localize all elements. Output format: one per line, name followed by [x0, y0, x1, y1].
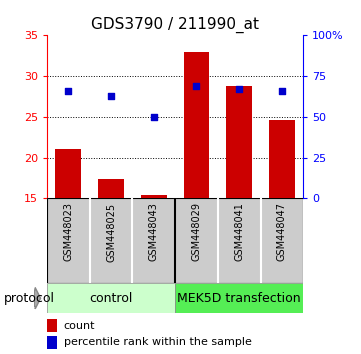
Text: protocol: protocol	[4, 292, 55, 305]
Text: GSM448023: GSM448023	[63, 202, 73, 262]
Text: GSM448041: GSM448041	[234, 202, 244, 261]
Title: GDS3790 / 211990_at: GDS3790 / 211990_at	[91, 16, 259, 33]
Bar	[269, 120, 295, 198]
Bar	[47, 319, 57, 332]
Text: GSM448025: GSM448025	[106, 202, 116, 262]
Bar	[98, 179, 124, 198]
Point	[236, 86, 242, 92]
Point	[65, 88, 71, 93]
FancyArrow shape	[34, 287, 40, 309]
Point	[193, 83, 199, 89]
Text: GSM448029: GSM448029	[191, 202, 201, 262]
Bar	[226, 86, 252, 198]
Text: MEK5D transfection: MEK5D transfection	[177, 292, 301, 305]
Point	[151, 114, 157, 120]
Bar	[56, 149, 81, 198]
Text: GSM448047: GSM448047	[277, 202, 287, 262]
Bar	[184, 52, 209, 198]
Point	[279, 88, 285, 93]
Text: control: control	[89, 292, 133, 305]
Bar	[47, 336, 57, 349]
Bar	[141, 195, 166, 198]
Bar	[47, 283, 175, 313]
Bar	[175, 283, 303, 313]
Point	[108, 93, 114, 98]
Text: count: count	[64, 321, 95, 331]
Text: GSM448043: GSM448043	[149, 202, 159, 261]
Text: percentile rank within the sample: percentile rank within the sample	[64, 337, 252, 347]
